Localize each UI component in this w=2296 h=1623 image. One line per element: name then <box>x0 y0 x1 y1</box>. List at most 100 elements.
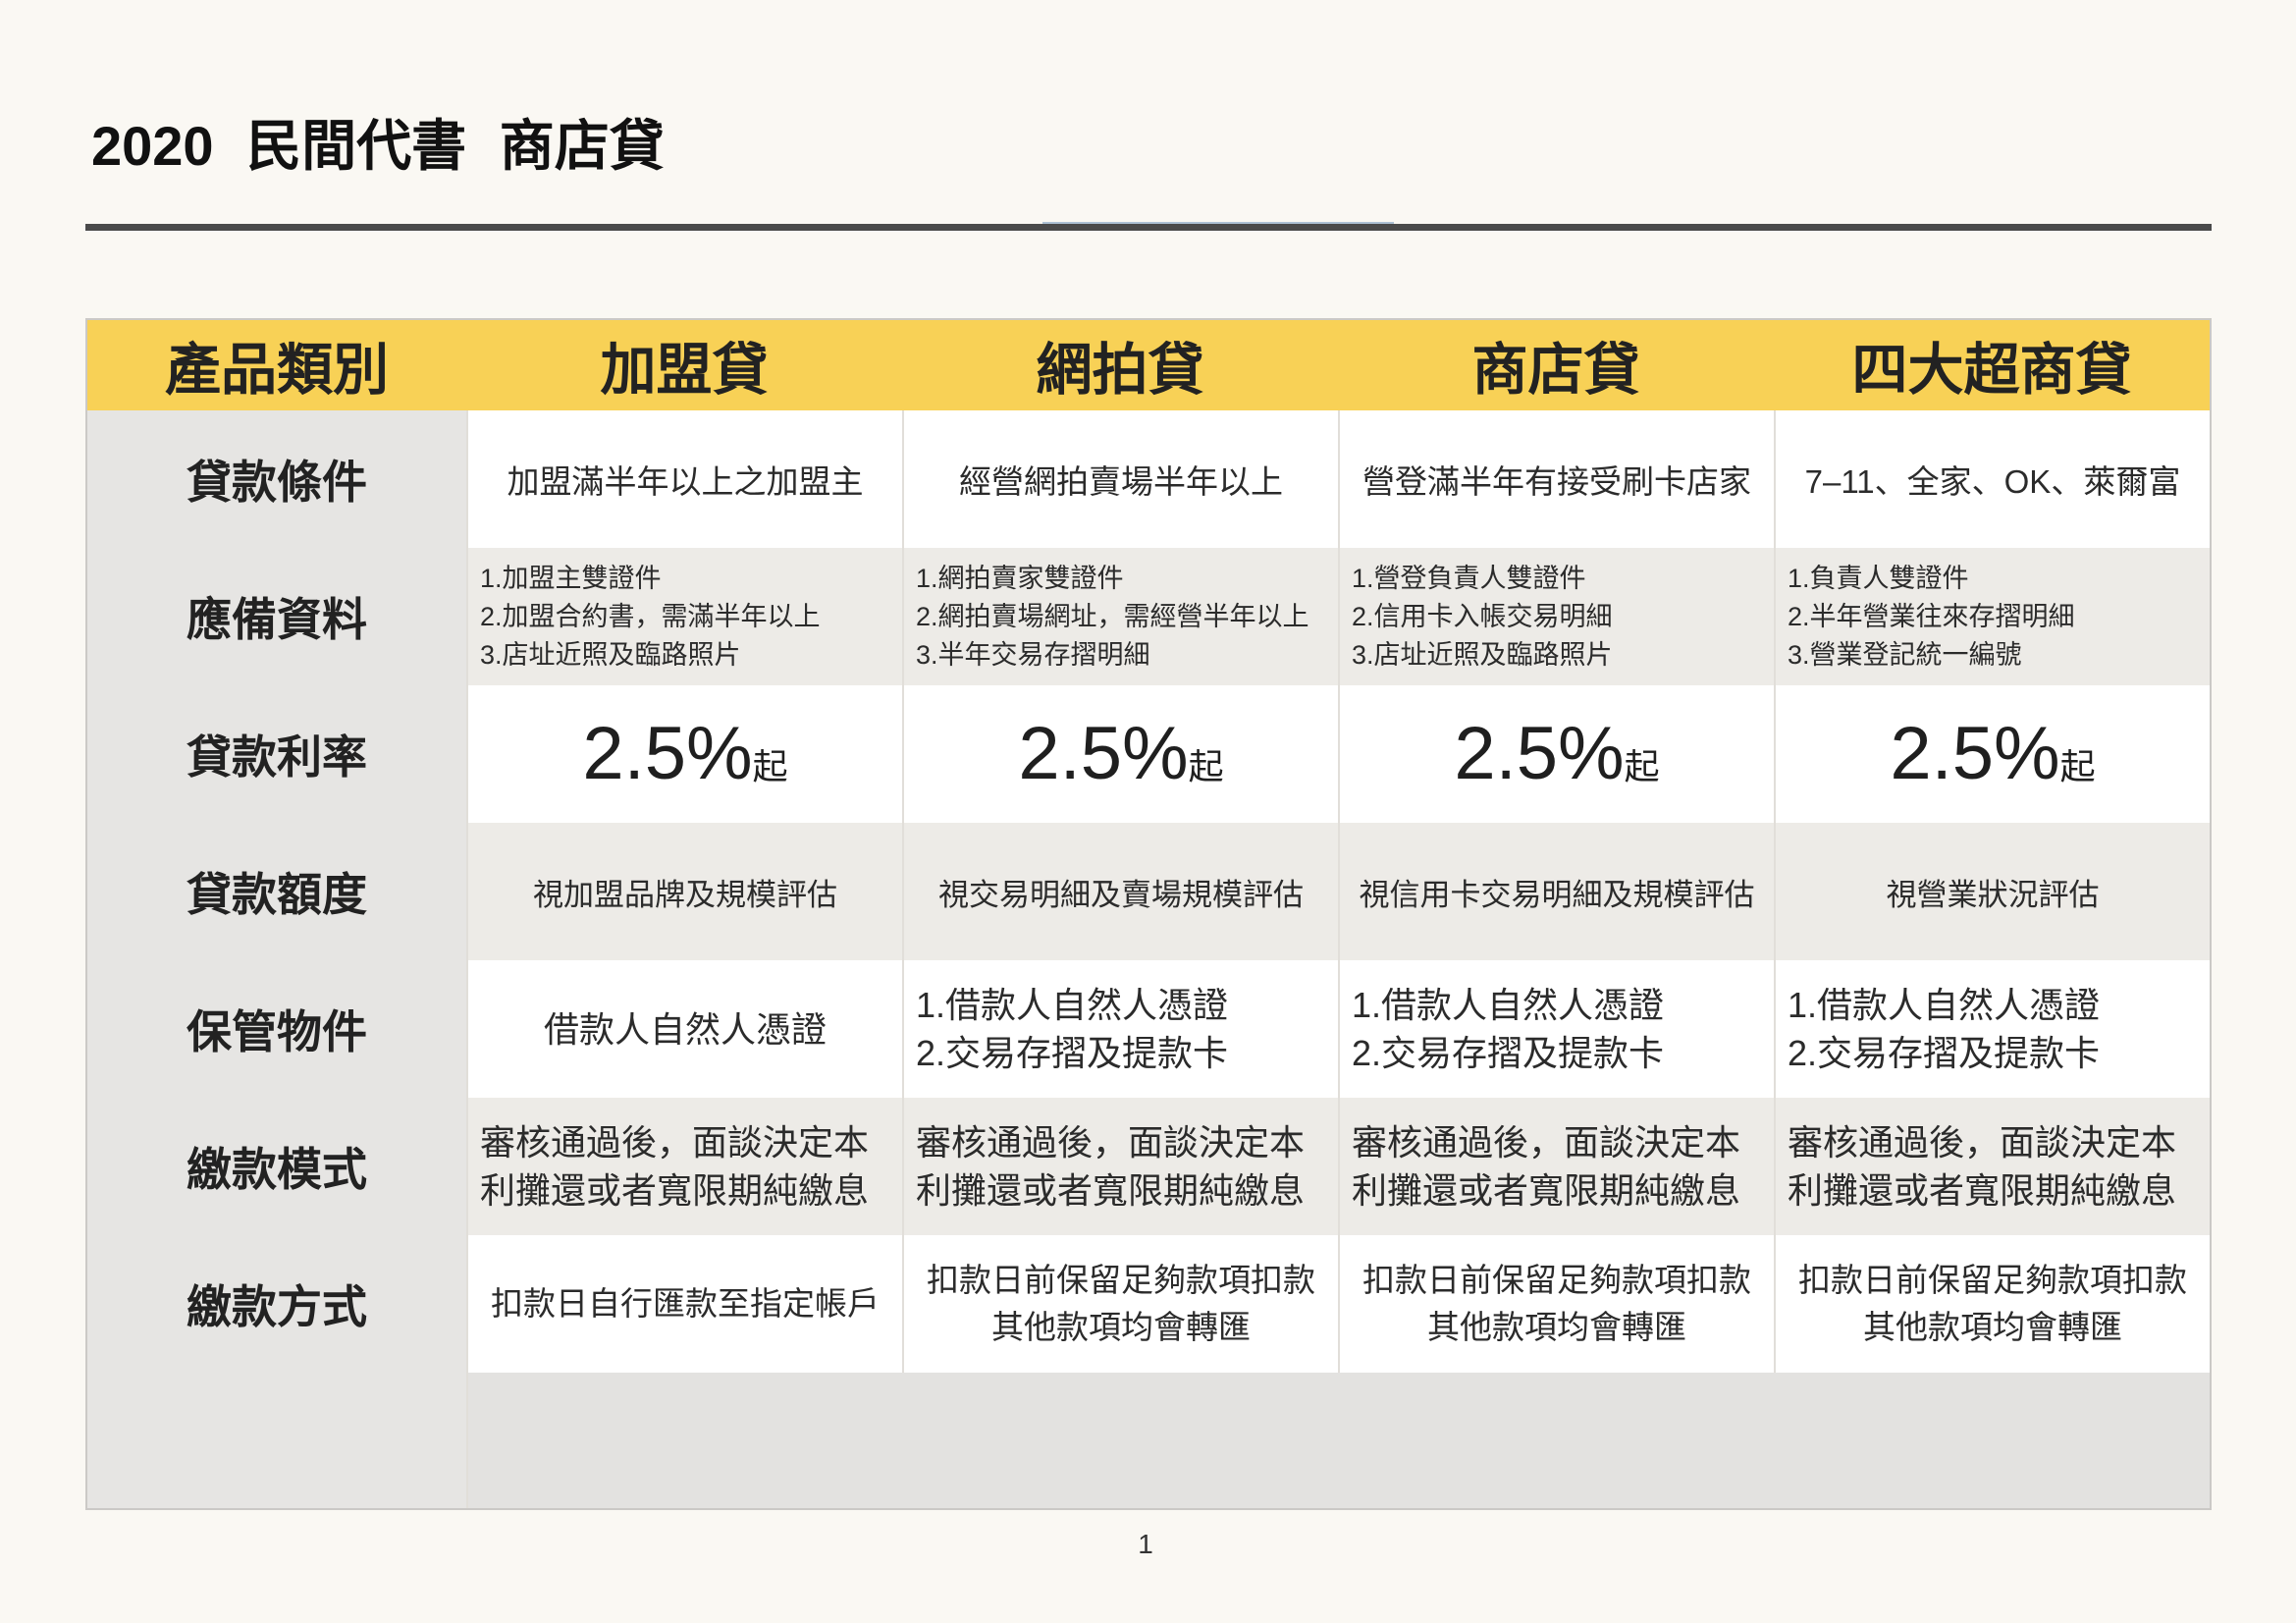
row-label: 繳款模式 <box>187 1144 367 1195</box>
cell-text-line: 1.借款人自然人憑證 <box>916 985 1229 1025</box>
table-cell: 扣款日前保留足夠款項扣款 其他款項均會轉匯 <box>1774 1235 2210 1373</box>
row-label-cell: 繳款模式 <box>87 1098 466 1235</box>
row-label-cell: 保管物件 <box>87 960 466 1098</box>
cell-text-line: 利攤還或者寬限期純繳息 <box>916 1170 1306 1211</box>
rate-number: 2.5% <box>1018 712 1189 795</box>
cell-text-line: 1.網拍賣家雙證件 <box>916 563 1124 593</box>
rate-number: 2.5% <box>1454 712 1625 795</box>
cell-text-line: 扣款日前保留足夠款項扣款 <box>1798 1262 2187 1298</box>
rate-number: 2.5% <box>582 712 753 795</box>
header-product-label: 商店貸 <box>1471 339 1640 402</box>
row-label-cell: 繳款方式 <box>87 1235 466 1373</box>
table-cell: 1.借款人自然人憑證 2.交易存摺及提款卡 <box>902 960 1338 1098</box>
table-cell: 審核通過後，面談決定本 利攤還或者寬限期純繳息 <box>1338 1098 1774 1235</box>
table-cell: 營登滿半年有接受刷卡店家 <box>1338 410 1774 548</box>
table-cell: 視加盟品牌及規模評估 <box>466 823 902 960</box>
cell-text-line: 2.交易存摺及提款卡 <box>1788 1033 2101 1073</box>
document-title: 2020 民間代書 商店貸 <box>91 115 665 177</box>
cell-text-line: 3.店址近照及臨路照片 <box>480 639 741 670</box>
cell-text: 營登滿半年有接受刷卡店家 <box>1362 463 1751 500</box>
table-cell: 1.借款人自然人憑證 2.交易存摺及提款卡 <box>1774 960 2210 1098</box>
cell-text-line: 2.加盟合約書，需滿半年以上 <box>480 601 821 631</box>
cell-text-line: 2.交易存摺及提款卡 <box>1352 1033 1665 1073</box>
table-cell: 視營業狀況評估 <box>1774 823 2210 960</box>
table-cell: 扣款日自行匯款至指定帳戶 <box>466 1235 902 1373</box>
header-product-cell: 商店貸 <box>1338 320 1774 410</box>
row-label-cell: 應備資料 <box>87 548 466 685</box>
table-cell: 2.5%起 <box>1774 685 2210 823</box>
cell-text-line: 審核通過後，面談決定本 <box>916 1122 1306 1163</box>
cell-text-line: 其他款項均會轉匯 <box>991 1309 1251 1345</box>
header-product-label: 網拍貸 <box>1036 339 1204 402</box>
cell-text-line: 審核通過後，面談決定本 <box>1788 1122 2177 1163</box>
cell-text: 經營網拍賣場半年以上 <box>959 463 1283 500</box>
cell-text-line: 利攤還或者寬限期純繳息 <box>1788 1170 2177 1211</box>
cell-text: 視信用卡交易明細及規模評估 <box>1359 877 1755 912</box>
cell-text-line: 其他款項均會轉匯 <box>1863 1309 2122 1345</box>
row-label-cell: 貸款額度 <box>87 823 466 960</box>
rate-suffix: 起 <box>1624 746 1660 786</box>
page-number: 1 <box>1138 1529 1153 1559</box>
cell-text-line: 2.信用卡入帳交易明細 <box>1352 601 1613 631</box>
cell-text-line: 利攤還或者寬限期純繳息 <box>1352 1170 1741 1211</box>
rate-suffix: 起 <box>2059 746 2096 786</box>
table-cell: 經營網拍賣場半年以上 <box>902 410 1338 548</box>
table-cell: 借款人自然人憑證 <box>466 960 902 1098</box>
table-cell: 1.網拍賣家雙證件 2.網拍賣場網址，需經營半年以上 3.半年交易存摺明細 <box>902 548 1338 685</box>
cell-text-line: 1.負責人雙證件 <box>1788 563 1969 593</box>
product-comparison-table: 產品類別 加盟貸 網拍貸 商店貸 四大超商貸 貸款條件 加盟滿半年以上之加盟主 … <box>85 318 2212 1510</box>
table-cell: 審核通過後，面談決定本 利攤還或者寬限期純繳息 <box>466 1098 902 1235</box>
cell-text-line: 審核通過後，面談決定本 <box>480 1122 870 1163</box>
table-cell: 2.5%起 <box>902 685 1338 823</box>
row-label: 貸款額度 <box>187 869 367 920</box>
table-cell: 審核通過後，面談決定本 利攤還或者寬限期純繳息 <box>1774 1098 2210 1235</box>
table-cell: 7–11、全家、OK、萊爾富 <box>1774 410 2210 548</box>
title-divider-accent <box>1042 222 1394 224</box>
cell-text-line: 2.半年營業往來存摺明細 <box>1788 601 2075 631</box>
table-cell: 視信用卡交易明細及規模評估 <box>1338 823 1774 960</box>
row-label: 繳款方式 <box>187 1281 367 1332</box>
cell-text-line: 其他款項均會轉匯 <box>1427 1309 1686 1345</box>
table-cell: 視交易明細及賣場規模評估 <box>902 823 1338 960</box>
cell-text-line: 1.借款人自然人憑證 <box>1788 985 2101 1025</box>
cell-text-line: 利攤還或者寬限期純繳息 <box>480 1170 870 1211</box>
header-product-cell: 網拍貸 <box>902 320 1338 410</box>
interest-rate: 2.5%起 <box>1018 717 1223 791</box>
row-label: 保管物件 <box>187 1006 367 1057</box>
cell-text-line: 扣款日前保留足夠款項扣款 <box>927 1262 1315 1298</box>
header-category-cell: 產品類別 <box>87 320 466 410</box>
header-product-label: 加盟貸 <box>600 339 769 402</box>
header-product-label: 四大超商貸 <box>1851 339 2132 402</box>
cell-text-line: 2.網拍賣場網址，需經營半年以上 <box>916 601 1309 631</box>
table-cell: 1.借款人自然人憑證 2.交易存摺及提款卡 <box>1338 960 1774 1098</box>
rate-suffix: 起 <box>752 746 788 786</box>
interest-rate: 2.5%起 <box>1454 717 1659 791</box>
cell-text: 視交易明細及賣場規模評估 <box>938 877 1304 912</box>
interest-rate: 2.5%起 <box>1890 717 2095 791</box>
cell-text-line: 扣款日前保留足夠款項扣款 <box>1362 1262 1751 1298</box>
row-label: 應備資料 <box>187 594 367 645</box>
table-cell: 1.負責人雙證件 2.半年營業往來存摺明細 3.營業登記統一編號 <box>1774 548 2210 685</box>
empty-row-label-cell <box>87 1373 466 1508</box>
cell-text: 加盟滿半年以上之加盟主 <box>507 463 864 500</box>
cell-text-line: 2.交易存摺及提款卡 <box>916 1033 1229 1073</box>
row-label-cell: 貸款條件 <box>87 410 466 548</box>
table-cell: 審核通過後，面談決定本 利攤還或者寬限期純繳息 <box>902 1098 1338 1235</box>
cell-text-line: 3.店址近照及臨路照片 <box>1352 639 1613 670</box>
rate-number: 2.5% <box>1890 712 2060 795</box>
row-label: 貸款利率 <box>187 731 367 783</box>
cell-text-line: 審核通過後，面談決定本 <box>1352 1122 1741 1163</box>
rate-suffix: 起 <box>1188 746 1224 786</box>
table-cell: 加盟滿半年以上之加盟主 <box>466 410 902 548</box>
interest-rate: 2.5%起 <box>582 717 787 791</box>
cell-text-line: 3.營業登記統一編號 <box>1788 639 2022 670</box>
table-cell: 1.加盟主雙證件 2.加盟合約書，需滿半年以上 3.店址近照及臨路照片 <box>466 548 902 685</box>
table-cell: 扣款日前保留足夠款項扣款 其他款項均會轉匯 <box>1338 1235 1774 1373</box>
header-category-label: 產品類別 <box>165 339 389 402</box>
cell-text: 借款人自然人憑證 <box>543 1008 827 1050</box>
cell-text: 7–11、全家、OK、萊爾富 <box>1804 463 2181 500</box>
cell-text-line: 1.營登負責人雙證件 <box>1352 563 1586 593</box>
header-product-cell: 加盟貸 <box>466 320 902 410</box>
empty-row-data-cell <box>466 1373 2210 1508</box>
table-cell: 2.5%起 <box>466 685 902 823</box>
